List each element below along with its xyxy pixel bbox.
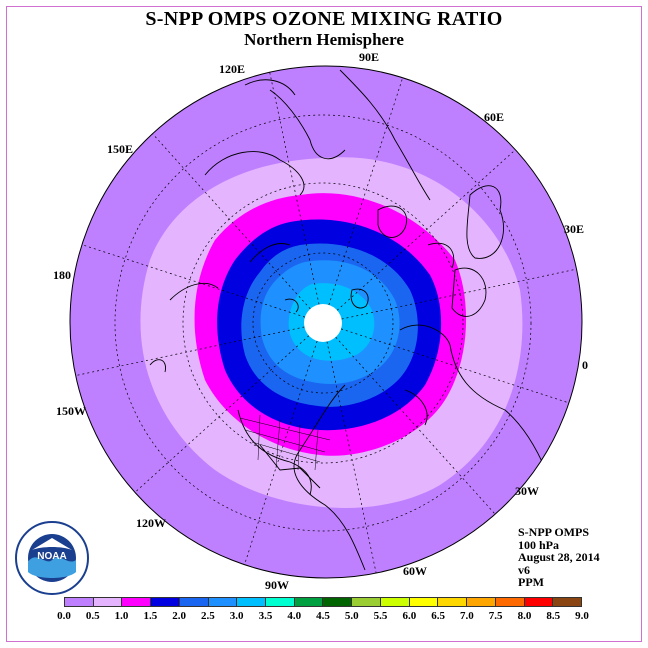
color-scale-tick-label: 9.0 (575, 610, 589, 622)
info-units: PPM (518, 575, 544, 590)
color-scale-tick-label: 2.5 (201, 610, 215, 622)
meridian-line (70, 239, 306, 318)
meridians (70, 66, 582, 578)
color-scale-tick-label: 1.0 (114, 610, 129, 622)
meridian-line (122, 335, 310, 504)
color-scale-swatch (151, 598, 180, 606)
chart-subtitle: Northern Hemisphere (244, 30, 404, 49)
color-scale-swatch (438, 598, 468, 606)
lon-label-150e: 150E (107, 142, 134, 156)
lon-label-90e: 90E (359, 50, 380, 64)
meridian-line (341, 266, 582, 320)
lon-label-150w: 150W (56, 404, 86, 418)
meridian-line (328, 66, 407, 306)
color-scale-swatch (208, 598, 238, 606)
polar-no-data-circle (304, 304, 342, 342)
chart-title: S-NPP OMPS OZONE MIXING RATIO (145, 8, 503, 30)
map-boundary (69, 65, 583, 579)
meridian-line (326, 341, 380, 578)
latitude-circles (114, 114, 532, 532)
color-scale-swatch (122, 598, 152, 606)
noaa-logo-text: NOAA (37, 551, 66, 562)
color-scale-ticks: 0.0 0.5 1.0 1.5 2.0 2.5 3.0 3.5 4.0 4.5 5.0 5.5 6.0 6… (57, 610, 589, 624)
color-scale-swatch (179, 598, 209, 606)
color-scale-tick-label: 5.5 (373, 610, 388, 622)
meridian-line (336, 142, 524, 311)
figure-frame (6, 6, 642, 642)
lon-label-120w: 120W (136, 516, 166, 530)
info-date: August 28, 2014 (518, 550, 600, 565)
info-block: S-NPP OMPS 100 hPa August 28, 2014 v6 PP… (518, 526, 600, 589)
info-pressure: 100 hPa (518, 537, 560, 552)
color-scale-tick-label: 3.0 (229, 610, 244, 622)
lon-label-60e: 60E (484, 110, 505, 124)
color-scale-tick-label: 5.0 (344, 610, 359, 622)
color-scale-tick-label: 3.5 (258, 610, 273, 622)
color-scale-tick-label: 1.5 (143, 610, 158, 622)
color-scale-tick-label: 2.0 (172, 610, 186, 622)
color-scale-swatch (93, 598, 123, 606)
lon-label-30e: 30E (564, 222, 585, 236)
meridian-line (335, 336, 504, 524)
coastlines (149, 69, 566, 571)
meridian-line (266, 66, 320, 305)
meridian-line (239, 340, 318, 578)
lon-label-180: 180 (53, 268, 71, 282)
lon-label-120e: 120E (219, 62, 246, 76)
meridian-line (340, 328, 580, 407)
lon-label-30w: 30W (515, 484, 539, 498)
info-version: v6 (518, 562, 530, 577)
meridian-line (142, 122, 311, 310)
color-scale-swatch (65, 598, 94, 606)
info-instrument: S-NPP OMPS (518, 525, 589, 539)
us-state-borders (239, 414, 331, 471)
color-scale-tick-label: 8.0 (517, 610, 532, 622)
lon-label-0: 0 (582, 358, 588, 372)
color-scale-swatch (553, 598, 581, 606)
color-scale-swatch (266, 598, 295, 606)
color-scale-swatch (380, 598, 410, 606)
noaa-logo: NOAA (15, 521, 89, 595)
color-scale-swatch (352, 598, 381, 606)
color-scale-swatch (409, 598, 439, 606)
color-scale-tick-label: 0.5 (85, 610, 100, 622)
color-scale-swatch (294, 598, 324, 606)
color-scale-swatch (323, 598, 353, 606)
color-scale-tick-label: 8.5 (546, 610, 561, 622)
color-scale-bar (64, 597, 582, 607)
color-scale-tick-label: 4.0 (287, 610, 302, 622)
color-scale-swatch (524, 598, 554, 606)
color-scale-tick-label: 4.5 (316, 610, 330, 622)
color-scale-tick-label: 6.5 (431, 610, 445, 622)
color-scale-swatch (237, 598, 267, 606)
lon-label-60w: 60W (403, 564, 427, 578)
meridian-line (70, 326, 305, 380)
color-scale-tick-label: 6.0 (402, 610, 417, 622)
color-scale-swatch (495, 598, 525, 606)
color-scale-tick-label: 7.0 (460, 610, 474, 622)
color-scale-tick-label: 7.5 (488, 610, 503, 622)
color-scale-swatch (467, 598, 496, 606)
color-scale-tick-label: 0.0 (57, 610, 71, 622)
lon-label-90w: 90W (265, 578, 289, 592)
